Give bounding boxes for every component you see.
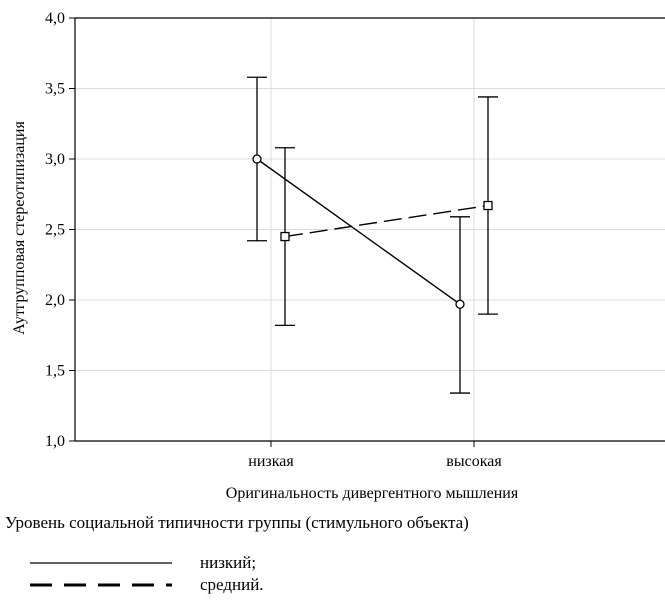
legend-title: Уровень социальной типичности группы (ст… [5, 513, 469, 532]
series-line-1 [256, 158, 461, 305]
data-point-square [483, 200, 493, 211]
data-point-circle [252, 154, 262, 164]
y-axis-title: Аутгрупповая стереотипизация [11, 121, 28, 335]
data-point-square [280, 231, 290, 242]
x-tick-label: низкая [248, 453, 294, 470]
y-tick-label: 1,5 [45, 363, 65, 380]
x-tick-label: высокая [446, 453, 502, 470]
y-tick-label: 3,5 [45, 81, 65, 98]
x-tick-labels: низкая высокая [248, 453, 502, 470]
legend-label-2: средний. [200, 575, 264, 594]
series-line-2 [284, 204, 489, 238]
grid-lines [75, 18, 665, 441]
series-lines [256, 158, 489, 305]
legend: низкий; средний. [30, 553, 264, 594]
y-tick-label: 2,5 [45, 222, 65, 239]
series-markers [252, 154, 493, 309]
y-tick-label: 1,0 [45, 433, 65, 450]
axes [69, 17, 665, 447]
legend-label-1: низкий; [200, 553, 256, 572]
y-tick-label: 3,0 [45, 151, 65, 168]
y-tick-labels: 1,0 1,5 2,0 2,5 3,0 3,5 4,0 [45, 10, 65, 450]
data-point-circle [455, 299, 465, 309]
y-tick-label: 2,0 [45, 292, 65, 309]
y-tick-label: 4,0 [45, 10, 65, 27]
x-axis-title: Оригинальность дивергентного мышления [226, 485, 519, 502]
